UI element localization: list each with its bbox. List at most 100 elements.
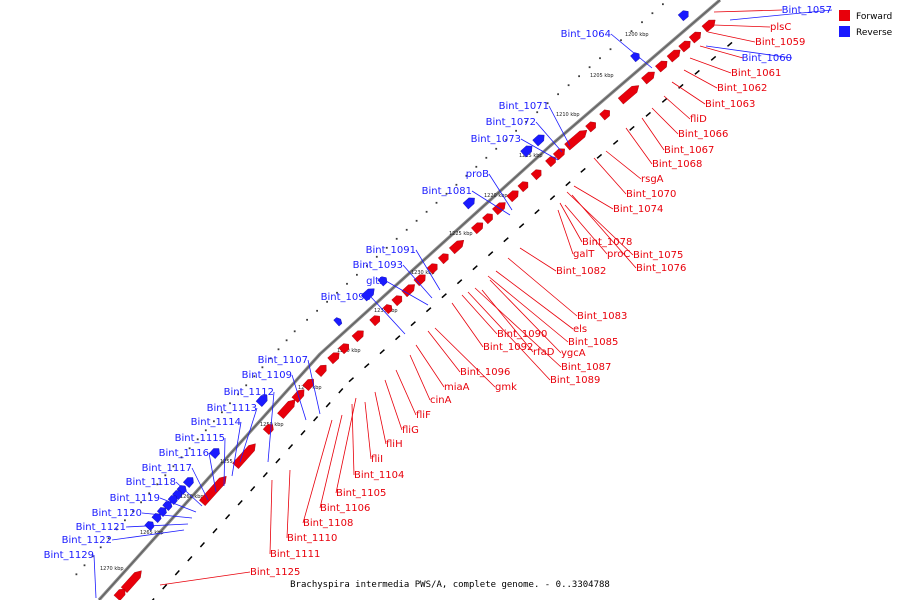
gene-label-bint-1114: Bint_1114 — [191, 417, 241, 428]
tick-mark — [151, 598, 155, 600]
tick-mark — [225, 514, 231, 520]
scale-dot — [641, 21, 643, 24]
leader-line — [239, 407, 258, 463]
leader-line — [566, 191, 634, 256]
leader-line — [641, 117, 665, 151]
scale-dot — [237, 393, 239, 396]
tick-mark — [612, 139, 619, 145]
scale-dot — [124, 519, 126, 522]
scale-dot — [485, 156, 488, 159]
scale-dot — [435, 201, 438, 204]
leader-line — [125, 523, 189, 528]
leader-line — [573, 185, 614, 210]
reverse-gene-arrow — [167, 495, 178, 505]
leader-line — [610, 33, 653, 69]
scale-dot — [405, 228, 408, 231]
leader-line — [335, 397, 357, 494]
tick-label: 1270 kbp — [100, 566, 124, 572]
leader-line — [488, 173, 513, 211]
tick-mark — [661, 97, 668, 103]
gene-label-bint-1113: Bint_1113 — [207, 403, 257, 414]
forward-gene-arrow — [506, 190, 519, 203]
gene-label-bint-1087: Bint_1087 — [561, 362, 611, 373]
leader-line — [495, 270, 574, 330]
forward-gene-arrow — [426, 263, 438, 275]
kbp-tick-marks: 1200 kbp 1205 kbp 1210 kbp 1215 kbp 1220 kbp… — [100, 32, 733, 600]
leader-line — [571, 194, 637, 269]
scale-dot — [415, 219, 418, 222]
scale-dot — [213, 420, 215, 423]
gene-label-bint-1074: Bint_1074 — [613, 204, 663, 215]
gene-label-bint-1108: Bint_1108 — [303, 518, 353, 529]
tick-mark — [565, 181, 571, 187]
reverse-gene-arrow — [209, 448, 220, 459]
forward-gene-arrow — [599, 109, 610, 121]
scale-dot — [261, 366, 264, 369]
leader-line — [519, 247, 557, 272]
forward-gene-arrow — [314, 364, 327, 377]
leader-line — [402, 264, 433, 299]
scale-dot — [495, 147, 498, 150]
gene-label-bint-1096: Bint_1096 — [460, 367, 510, 378]
forward-gene-arrow — [517, 181, 529, 193]
gene-label-bint-1117: Bint_1117 — [142, 463, 192, 474]
forward-gene-arrow — [530, 169, 542, 181]
forward-gene-arrow — [701, 19, 716, 33]
leader-line — [605, 150, 642, 180]
scale-dot — [196, 438, 199, 441]
leader-line — [548, 105, 571, 147]
leader-line — [481, 289, 534, 353]
forward-gene-arrow — [351, 330, 364, 343]
leader-line — [370, 296, 406, 335]
leader-line — [713, 24, 771, 28]
scale-dot — [557, 93, 559, 96]
gene-label-bint-1105: Bint_1105 — [336, 488, 386, 499]
leader-line — [564, 204, 608, 255]
leader-line — [507, 257, 578, 317]
leader-line — [671, 81, 706, 105]
gene-label-bint-1112: Bint_1112 — [224, 387, 274, 398]
scale-dot — [630, 30, 633, 33]
leader-line — [683, 69, 718, 89]
reverse-gene-arrow — [377, 276, 388, 287]
forward-gene-arrow — [113, 588, 126, 600]
forward-gene-arrow — [391, 295, 403, 307]
gene-label-bint-1060: Bint_1060 — [742, 53, 792, 64]
gene-label-bint-1085: Bint_1085 — [568, 337, 618, 348]
gene-label-bint-1110: Bint_1110 — [287, 533, 337, 544]
leader-line — [520, 138, 559, 161]
backbone-line — [97, 0, 722, 600]
scale-dot — [425, 210, 428, 213]
leader-line — [385, 280, 429, 306]
leader-line — [159, 571, 251, 586]
tick-label: 1215 kbp — [519, 153, 543, 159]
forward-gene-arrow — [232, 443, 256, 469]
leader-line — [689, 57, 732, 74]
tick-mark — [348, 377, 354, 383]
leader-line — [364, 401, 372, 460]
leader-line — [713, 9, 783, 13]
reverse-gene-arrow — [156, 507, 167, 517]
forward-gene-arrow — [585, 121, 596, 133]
forward-gene-arrow — [617, 85, 640, 105]
legend-label-forward: Forward — [856, 12, 892, 22]
scale-dot — [651, 12, 654, 15]
tick-mark — [287, 444, 294, 450]
forward-gene-arrow — [678, 40, 691, 53]
leader-line — [487, 275, 569, 343]
scale-dot — [395, 237, 398, 240]
leader-line — [451, 302, 484, 348]
gene-labels: plsC Bint_1059 Bint_1061 Bint_1062 Bint_1063… — [44, 5, 833, 599]
tick-mark — [710, 55, 717, 61]
leader-line — [267, 391, 275, 463]
leader-line — [191, 467, 209, 501]
gene-label-bint-1062: Bint_1062 — [717, 83, 767, 94]
gene-label-bint-1073: Bint_1073 — [471, 134, 521, 145]
gene-label-bint-1120: Bint_1120 — [92, 508, 142, 519]
gene-label-bint-1092: Bint_1092 — [483, 342, 533, 353]
tick-mark — [275, 458, 281, 464]
scale-dot — [156, 483, 159, 486]
scale-dot — [465, 174, 468, 177]
tick-mark — [727, 41, 733, 47]
scale-dot — [326, 300, 328, 303]
